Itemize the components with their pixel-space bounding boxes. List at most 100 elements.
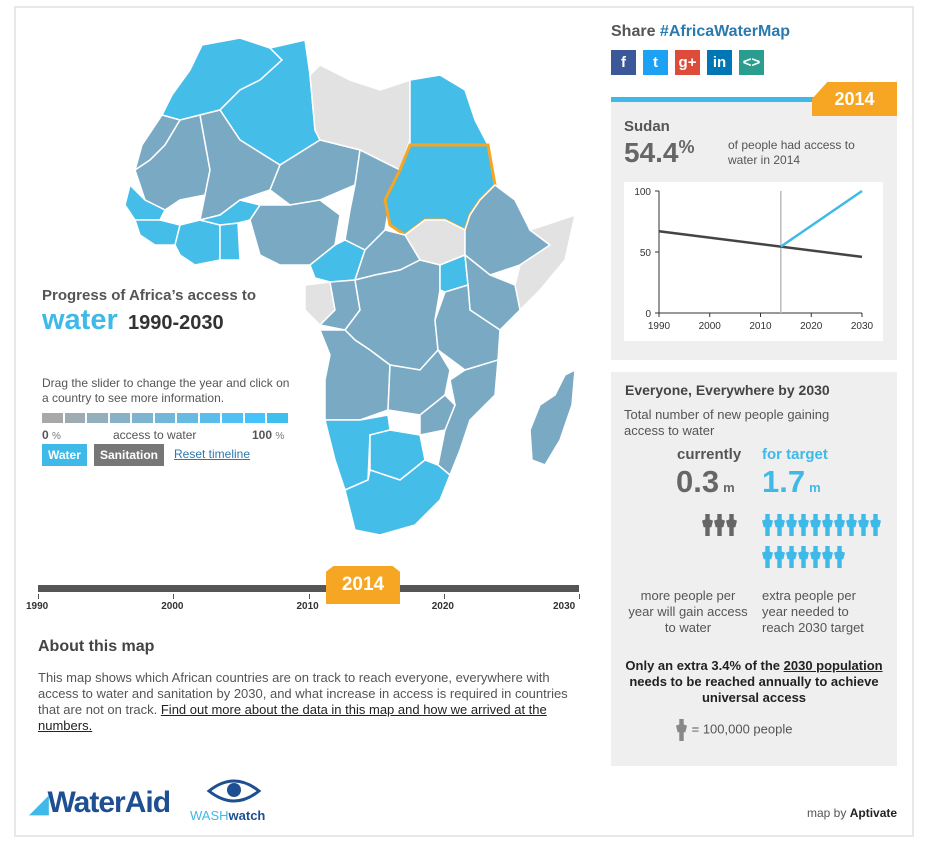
person-icon (786, 514, 797, 536)
chart-y-tick-label: 0 (645, 309, 651, 320)
target-caption: extra people per year needed to reach 20… (762, 588, 864, 635)
slider-instructions: Drag the slider to change the year and c… (42, 376, 290, 405)
person-icon (822, 546, 833, 568)
country-guinea[interactable] (133, 219, 181, 246)
country-percent: 54.4% (624, 137, 695, 168)
person-icon (702, 514, 713, 536)
chart-x-tick-label: 1990 (648, 321, 671, 332)
target-value: 1.7 m (762, 464, 821, 499)
reset-timeline-link[interactable]: Reset timeline (174, 447, 251, 461)
everyone-panel (611, 372, 897, 766)
person-icon (714, 514, 725, 536)
sanitation-button[interactable]: Sanitation (94, 444, 165, 466)
africa-map (124, 37, 577, 536)
map-credit: map by Aptivate (807, 806, 898, 820)
country-ivory-coast[interactable] (174, 219, 221, 266)
person-icon (810, 514, 821, 536)
timeline-track[interactable] (38, 585, 579, 592)
about-heading: About this map (38, 638, 155, 655)
chart-series-line (658, 230, 863, 259)
page-frame (14, 6, 914, 837)
currently-caption: more people per year will gain access to… (628, 588, 748, 635)
currently-people-icons (702, 514, 742, 541)
universal-access-note: Only an extra 3.4% of the 2030 populatio… (625, 658, 883, 705)
person-icon (810, 546, 821, 568)
about-text: This map shows which African countries a… (38, 670, 568, 733)
person-icon (834, 514, 845, 536)
person-icon (834, 546, 845, 568)
person-icon (870, 514, 881, 536)
share-heading: Share #AfricaWaterMap (611, 23, 791, 40)
eye-icon (206, 779, 262, 803)
legend-swatch (199, 413, 220, 423)
person-icon (726, 514, 737, 536)
target-people-icons (762, 514, 886, 578)
panel-year: 2014 (834, 89, 875, 109)
water-button[interactable]: Water (42, 444, 87, 466)
timeline-tick-label: 2010 (296, 601, 319, 612)
timeline-tick-label: 2030 (553, 601, 576, 612)
people-key: = 100,000 people (676, 719, 792, 741)
map-title-line1: Progress of Africa’s access to (42, 287, 256, 304)
population-link[interactable]: 2030 population (783, 658, 883, 673)
person-icon (676, 719, 687, 741)
timeline-tick (443, 594, 445, 599)
legend-swatch (109, 413, 130, 423)
person-icon (858, 514, 869, 536)
country-zimbabwe[interactable] (419, 393, 456, 436)
person-icon (822, 514, 833, 536)
country-south-africa[interactable] (344, 459, 451, 536)
country-zambia[interactable] (387, 348, 451, 416)
legend-mid: access to water (113, 428, 197, 442)
person-icon (786, 546, 797, 568)
legend-swatch (154, 413, 175, 423)
country-ghana[interactable] (219, 222, 241, 261)
legend-min: 0 % (42, 428, 61, 442)
embed-icon[interactable]: <> (739, 50, 764, 75)
wateraid-logo[interactable]: ◢WaterAid (30, 786, 171, 819)
chart-y-tick-label: 100 (634, 187, 651, 198)
everyone-subtitle: Total number of new people gaining acces… (624, 407, 830, 438)
country-nigeria[interactable] (249, 199, 341, 266)
country-name: Sudan (624, 118, 670, 135)
everyone-heading: Everyone, Everywhere by 2030 (625, 382, 830, 398)
country-egypt[interactable] (409, 74, 490, 146)
timeline-year: 2014 (341, 574, 385, 595)
legend-max: 100 % (252, 428, 285, 442)
legend-swatch (267, 413, 288, 423)
chart-x-tick-label: 2030 (851, 321, 874, 332)
facebook-icon[interactable]: f (611, 50, 636, 75)
legend-swatch (42, 413, 63, 423)
aptivate-link[interactable]: Aptivate (849, 806, 898, 820)
chart-x-tick-label: 2010 (749, 321, 772, 332)
legend-swatch (64, 413, 85, 423)
person-icon (762, 546, 773, 568)
person-icon (846, 514, 857, 536)
chart-series-line (780, 189, 863, 248)
person-icon (762, 514, 773, 536)
target-label: for target (762, 446, 828, 463)
panel-accent-bar (611, 97, 814, 102)
legend-swatch (177, 413, 198, 423)
timeline-tick-label: 2020 (431, 601, 454, 612)
linkedin-icon[interactable]: in (707, 50, 732, 75)
twitter-icon[interactable]: t (643, 50, 668, 75)
timeline-handle[interactable]: 2014 (326, 566, 400, 604)
chart-y-tick-label: 50 (640, 248, 652, 259)
legend-swatch (244, 413, 265, 423)
about-link[interactable]: Find out more about the data in this map… (38, 702, 547, 733)
timeline-tick (38, 594, 39, 599)
timeline-tick (308, 594, 310, 599)
country-niger[interactable] (269, 139, 361, 206)
timeline-tick (579, 594, 580, 599)
person-icon (798, 546, 809, 568)
chart-x-tick-label: 2020 (800, 321, 823, 332)
country-madagascar[interactable] (529, 368, 576, 466)
map-title-years: 1990-2030 (128, 312, 224, 334)
person-icon (798, 514, 809, 536)
legend-swatch (132, 413, 153, 423)
timeline-tick-label: 2000 (161, 601, 184, 612)
google-plus-icon[interactable]: g+ (675, 50, 700, 75)
country-percent-description: of people had access to water in 2014 (728, 138, 855, 167)
person-icon (774, 546, 785, 568)
